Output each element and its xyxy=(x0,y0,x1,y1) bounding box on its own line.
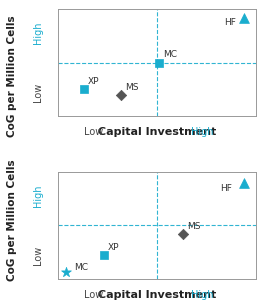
Text: CoG per Million Cells: CoG per Million Cells xyxy=(7,160,17,281)
Point xyxy=(181,232,185,236)
Point xyxy=(101,253,106,258)
Point xyxy=(157,60,161,65)
Text: Low: Low xyxy=(33,246,43,265)
Text: High: High xyxy=(191,127,214,137)
Point xyxy=(64,269,68,274)
Point xyxy=(119,92,124,97)
Text: High: High xyxy=(33,21,43,44)
Text: High: High xyxy=(191,290,214,300)
Text: CoG per Million Cells: CoG per Million Cells xyxy=(7,16,17,137)
Text: XP: XP xyxy=(108,243,119,252)
Text: MS: MS xyxy=(125,82,139,91)
Point xyxy=(242,180,246,185)
Point xyxy=(82,87,86,92)
X-axis label: Capital Investment: Capital Investment xyxy=(98,127,216,137)
Text: Low: Low xyxy=(84,127,103,137)
Point xyxy=(242,15,246,20)
Text: MC: MC xyxy=(163,50,177,59)
Text: HF: HF xyxy=(224,18,236,27)
Text: High: High xyxy=(33,184,43,207)
Text: Low: Low xyxy=(84,290,103,300)
Text: Low: Low xyxy=(33,83,43,102)
Text: MC: MC xyxy=(74,262,88,272)
X-axis label: Capital Investment: Capital Investment xyxy=(98,290,216,300)
Text: MS: MS xyxy=(187,222,200,231)
Text: XP: XP xyxy=(88,77,99,86)
Text: HF: HF xyxy=(220,184,232,193)
